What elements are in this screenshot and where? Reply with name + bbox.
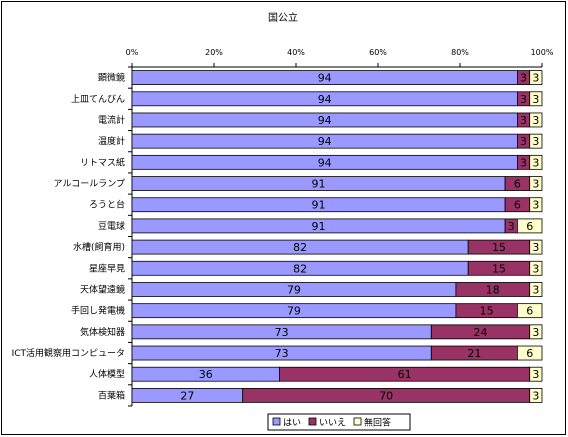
data-label: 91 <box>312 178 326 191</box>
data-label: 94 <box>318 135 332 148</box>
data-label: 3 <box>532 326 539 339</box>
data-label: 3 <box>520 114 527 127</box>
data-label: 24 <box>474 326 488 339</box>
category-label: ろうと台 <box>89 199 125 211</box>
data-label: 3 <box>532 93 539 106</box>
data-label: 82 <box>293 241 307 254</box>
data-label: 6 <box>526 347 533 360</box>
data-label: 15 <box>492 262 506 275</box>
category-label: リトマス紙 <box>80 156 125 168</box>
bar-segment <box>529 133 543 149</box>
data-label: 3 <box>520 72 527 85</box>
x-tick-label: 60% <box>369 48 387 57</box>
legend-swatch <box>272 417 281 426</box>
data-label: 94 <box>318 72 332 85</box>
data-label: 82 <box>293 262 307 275</box>
chart-title: 国公立 <box>268 11 298 24</box>
category-label: 百葉箱 <box>98 389 125 401</box>
legend-label: いいえ <box>319 418 346 429</box>
x-tick-label: 0% <box>126 48 139 57</box>
category-label: ICT活用観察用コンピュータ <box>12 347 125 359</box>
category-label: 人体模型 <box>89 368 125 380</box>
data-label: 3 <box>532 178 539 191</box>
bar-segment <box>517 303 543 319</box>
bar-segment <box>529 388 543 403</box>
bar-segment <box>517 218 543 234</box>
bar-segment <box>517 345 543 361</box>
category-label: 気体検知器 <box>80 326 125 338</box>
data-label: 6 <box>514 199 521 212</box>
data-label: 15 <box>492 241 506 254</box>
data-label: 21 <box>467 347 481 360</box>
data-label: 3 <box>520 135 527 148</box>
data-label: 15 <box>480 305 494 318</box>
bar-segment <box>529 70 543 85</box>
data-label: 3 <box>532 283 539 296</box>
data-label: 3 <box>532 241 539 254</box>
data-label: 79 <box>287 283 301 296</box>
x-tick-label: 40% <box>287 48 305 57</box>
data-label: 3 <box>532 389 539 402</box>
data-label: 3 <box>532 368 539 381</box>
legend-swatch <box>353 417 362 426</box>
category-label: 星座早見 <box>89 262 125 274</box>
data-label: 94 <box>318 93 332 106</box>
data-label: 73 <box>275 347 289 360</box>
data-label: 27 <box>180 389 194 402</box>
data-label: 61 <box>398 368 412 381</box>
data-label: 94 <box>318 114 332 127</box>
category-label: 電流計 <box>98 114 125 126</box>
data-label: 91 <box>312 199 326 212</box>
x-tick-label: 20% <box>205 48 223 57</box>
data-label: 3 <box>532 114 539 127</box>
bar-segment <box>529 112 543 128</box>
category-label: 温度計 <box>98 135 125 147</box>
legend-swatch <box>308 417 317 426</box>
bar-segment <box>529 260 543 276</box>
category-label: 顕微鏡 <box>98 72 125 84</box>
bar-segment <box>529 366 543 382</box>
bar-segment <box>529 91 543 107</box>
data-label: 79 <box>287 305 301 318</box>
data-label: 6 <box>526 220 533 233</box>
legend-label: 無回答 <box>364 417 391 429</box>
bar-segment <box>529 176 543 191</box>
bar-segment <box>529 239 543 255</box>
data-label: 3 <box>532 199 539 212</box>
category-label: アルコールランプ <box>54 179 125 190</box>
bar-segment <box>529 324 543 340</box>
data-label: 3 <box>508 220 515 233</box>
category-label: 手回し発電機 <box>71 305 125 317</box>
data-label: 18 <box>486 283 500 296</box>
legend-box <box>267 413 411 431</box>
category-label: 天体望遠鏡 <box>80 283 125 295</box>
x-tick-label: 80% <box>451 48 469 57</box>
bar-segment <box>529 154 543 170</box>
data-label: 3 <box>532 135 539 148</box>
data-label: 6 <box>526 305 533 318</box>
bar-segment <box>529 197 543 213</box>
data-label: 73 <box>275 326 289 339</box>
data-label: 3 <box>532 262 539 275</box>
bar-segment <box>529 282 543 297</box>
data-label: 36 <box>199 368 213 381</box>
category-label: 豆電球 <box>98 220 125 232</box>
data-label: 94 <box>318 156 332 169</box>
category-label: 上皿てんびん <box>71 94 125 105</box>
data-label: 70 <box>379 389 393 402</box>
data-label: 3 <box>532 72 539 85</box>
category-label: 水槽(飼育用) <box>73 241 125 253</box>
legend: はい いいえ 無回答 <box>267 413 411 431</box>
data-label: 3 <box>520 93 527 106</box>
data-label: 3 <box>520 156 527 169</box>
data-label: 91 <box>312 220 326 233</box>
legend-label: はい <box>283 418 301 429</box>
data-label: 6 <box>514 178 521 191</box>
data-label: 3 <box>532 156 539 169</box>
x-tick-label: 100% <box>531 48 554 57</box>
